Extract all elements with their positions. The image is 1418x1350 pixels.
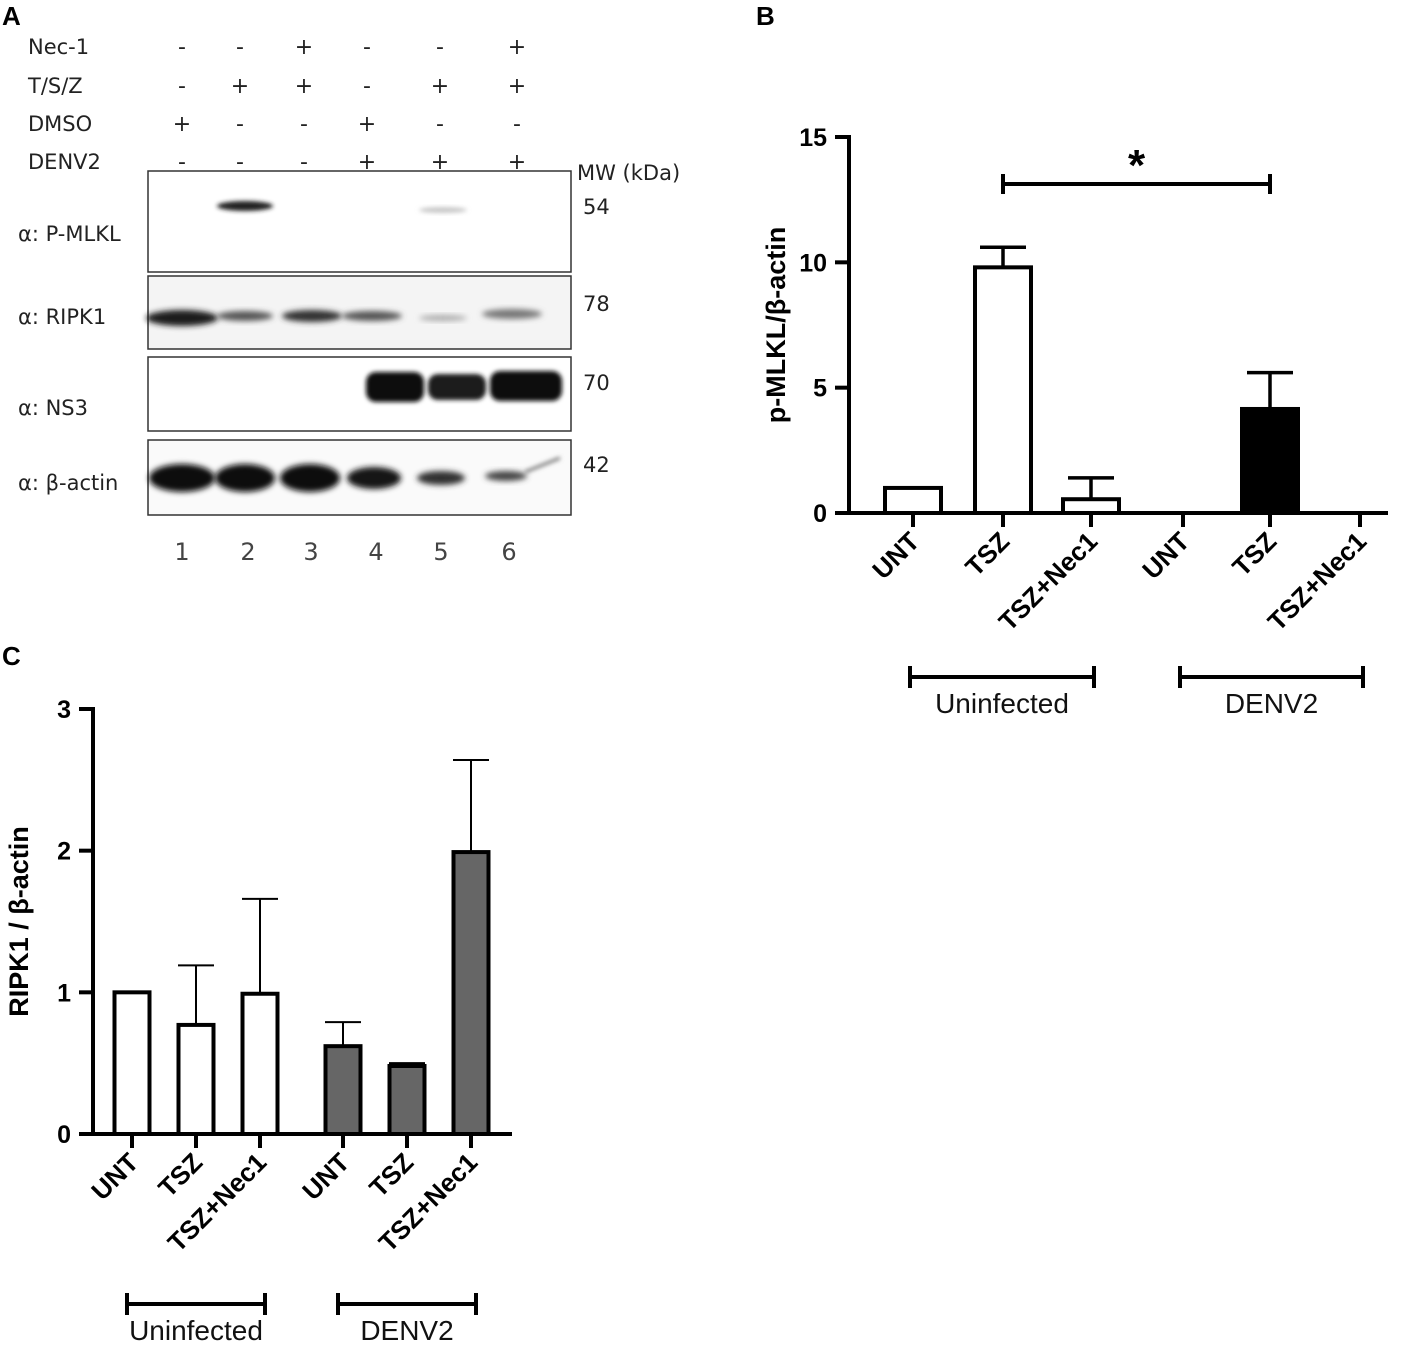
mw-marker-78: 78 bbox=[583, 292, 610, 316]
condition-sign: + bbox=[173, 112, 191, 137]
bar bbox=[883, 485, 943, 515]
blot-bands-ripk1 bbox=[146, 309, 542, 326]
group-label: DENV2 bbox=[1225, 688, 1318, 719]
lane-number: 5 bbox=[433, 538, 448, 566]
category-label: TSZ bbox=[363, 1147, 419, 1203]
bar bbox=[973, 265, 1033, 516]
category-label: UNT bbox=[866, 526, 925, 585]
category-label: TSZ bbox=[1226, 526, 1282, 582]
category-label: TSZ bbox=[152, 1147, 208, 1203]
bar bbox=[323, 1044, 363, 1136]
panel-c-letter: C bbox=[2, 641, 21, 671]
bar bbox=[1061, 497, 1121, 516]
y-tick-label: 15 bbox=[799, 124, 827, 152]
condition-sign-grid: - - + - - + - + + - + + + - - + - - - - - + + + bbox=[173, 35, 526, 175]
category-label: UNT bbox=[85, 1147, 144, 1206]
y-axis-label: p-MLKL/β-actin bbox=[761, 227, 791, 423]
condition-sign: + bbox=[508, 35, 526, 60]
y-tick-label: 0 bbox=[57, 1121, 71, 1149]
mw-marker-42: 42 bbox=[583, 453, 610, 477]
condition-label-nec1: Nec-1 bbox=[28, 35, 89, 59]
condition-sign: - bbox=[436, 112, 444, 137]
condition-sign: - bbox=[363, 74, 371, 99]
y-tick-label: 0 bbox=[813, 500, 827, 528]
bar bbox=[387, 1064, 427, 1136]
bar bbox=[1240, 406, 1300, 515]
condition-sign: - bbox=[236, 150, 244, 175]
panel-a: A Nec-1 T/S/Z DMSO DENV2 - - + - - +- + + - + ++ - -… bbox=[2, 1, 680, 566]
y-tick-label: 5 bbox=[813, 375, 827, 403]
mw-marker-54: 54 bbox=[583, 195, 610, 219]
condition-sign: + bbox=[508, 150, 526, 175]
blot-p-mlkl: α: P-MLKL 54 bbox=[18, 170, 610, 273]
y-tick-label: 10 bbox=[799, 249, 827, 277]
condition-sign: - bbox=[300, 112, 308, 137]
bar bbox=[176, 1022, 216, 1136]
y-tick-label: 2 bbox=[57, 838, 71, 866]
mw-marker-70: 70 bbox=[583, 371, 610, 395]
condition-sign: + bbox=[295, 35, 313, 60]
condition-sign: - bbox=[178, 35, 186, 60]
lane-number: 1 bbox=[174, 538, 189, 566]
category-label: TSZ+Nec1 bbox=[1262, 526, 1373, 637]
lane-number: 6 bbox=[501, 538, 516, 566]
condition-sign: - bbox=[363, 35, 371, 60]
condition-sign: + bbox=[431, 150, 449, 175]
blot-ripk1: α: RIPK1 78 bbox=[18, 275, 610, 350]
blot-bands-p-mlkl bbox=[217, 201, 467, 213]
condition-sign: - bbox=[513, 112, 521, 137]
category-label: TSZ bbox=[959, 526, 1015, 582]
condition-sign: + bbox=[231, 74, 249, 99]
blot-bands-ns3 bbox=[366, 371, 562, 402]
condition-sign: + bbox=[431, 74, 449, 99]
lane-numbers: 1 2 3 4 5 6 bbox=[174, 538, 516, 566]
condition-sign: - bbox=[178, 150, 186, 175]
mw-header: MW (kDa) bbox=[577, 161, 680, 185]
condition-sign: + bbox=[508, 74, 526, 99]
condition-rows: Nec-1 T/S/Z DMSO DENV2 - - + - - +- + + - + ++ - - + -… bbox=[27, 35, 526, 175]
category-label: UNT bbox=[296, 1147, 355, 1206]
category-label: UNT bbox=[1136, 526, 1195, 585]
y-axis-label: RIPK1 / β-actin bbox=[4, 826, 34, 1017]
bar bbox=[240, 991, 280, 1136]
condition-sign: - bbox=[436, 35, 444, 60]
bar bbox=[112, 990, 152, 1136]
blot-label-ns3: α: NS3 bbox=[18, 396, 88, 420]
y-tick-label: 3 bbox=[57, 696, 71, 724]
blot-label-beta-actin: α: β-actin bbox=[18, 471, 118, 495]
blot-bands-beta-actin bbox=[149, 456, 561, 492]
condition-sign: - bbox=[236, 35, 244, 60]
condition-label-dmso: DMSO bbox=[28, 112, 92, 136]
significance-star: * bbox=[1128, 141, 1146, 190]
condition-label-tsz: T/S/Z bbox=[27, 74, 83, 98]
blot-beta-actin: α: β-actin 42 bbox=[18, 439, 610, 516]
bar bbox=[451, 850, 491, 1136]
group-label: Uninfected bbox=[935, 688, 1069, 719]
y-tick-label: 1 bbox=[57, 979, 71, 1007]
condition-sign: + bbox=[295, 74, 313, 99]
condition-label-denv2: DENV2 bbox=[28, 150, 101, 174]
blot-label-ripk1: α: RIPK1 bbox=[18, 305, 106, 329]
condition-sign: - bbox=[178, 74, 186, 99]
condition-sign: + bbox=[358, 112, 376, 137]
blot-ns3: α: NS3 70 bbox=[18, 356, 610, 432]
condition-sign: + bbox=[358, 150, 376, 175]
blot-label-p-mlkl: α: P-MLKL bbox=[18, 222, 121, 246]
condition-sign: - bbox=[300, 150, 308, 175]
condition-sign: - bbox=[236, 112, 244, 137]
lane-number: 4 bbox=[368, 538, 383, 566]
lane-number: 3 bbox=[303, 538, 318, 566]
panel-b-letter: B bbox=[756, 1, 775, 31]
panel-a-letter: A bbox=[2, 1, 21, 31]
group-label: Uninfected bbox=[129, 1315, 263, 1346]
lane-number: 2 bbox=[240, 538, 255, 566]
group-label: DENV2 bbox=[360, 1315, 453, 1346]
